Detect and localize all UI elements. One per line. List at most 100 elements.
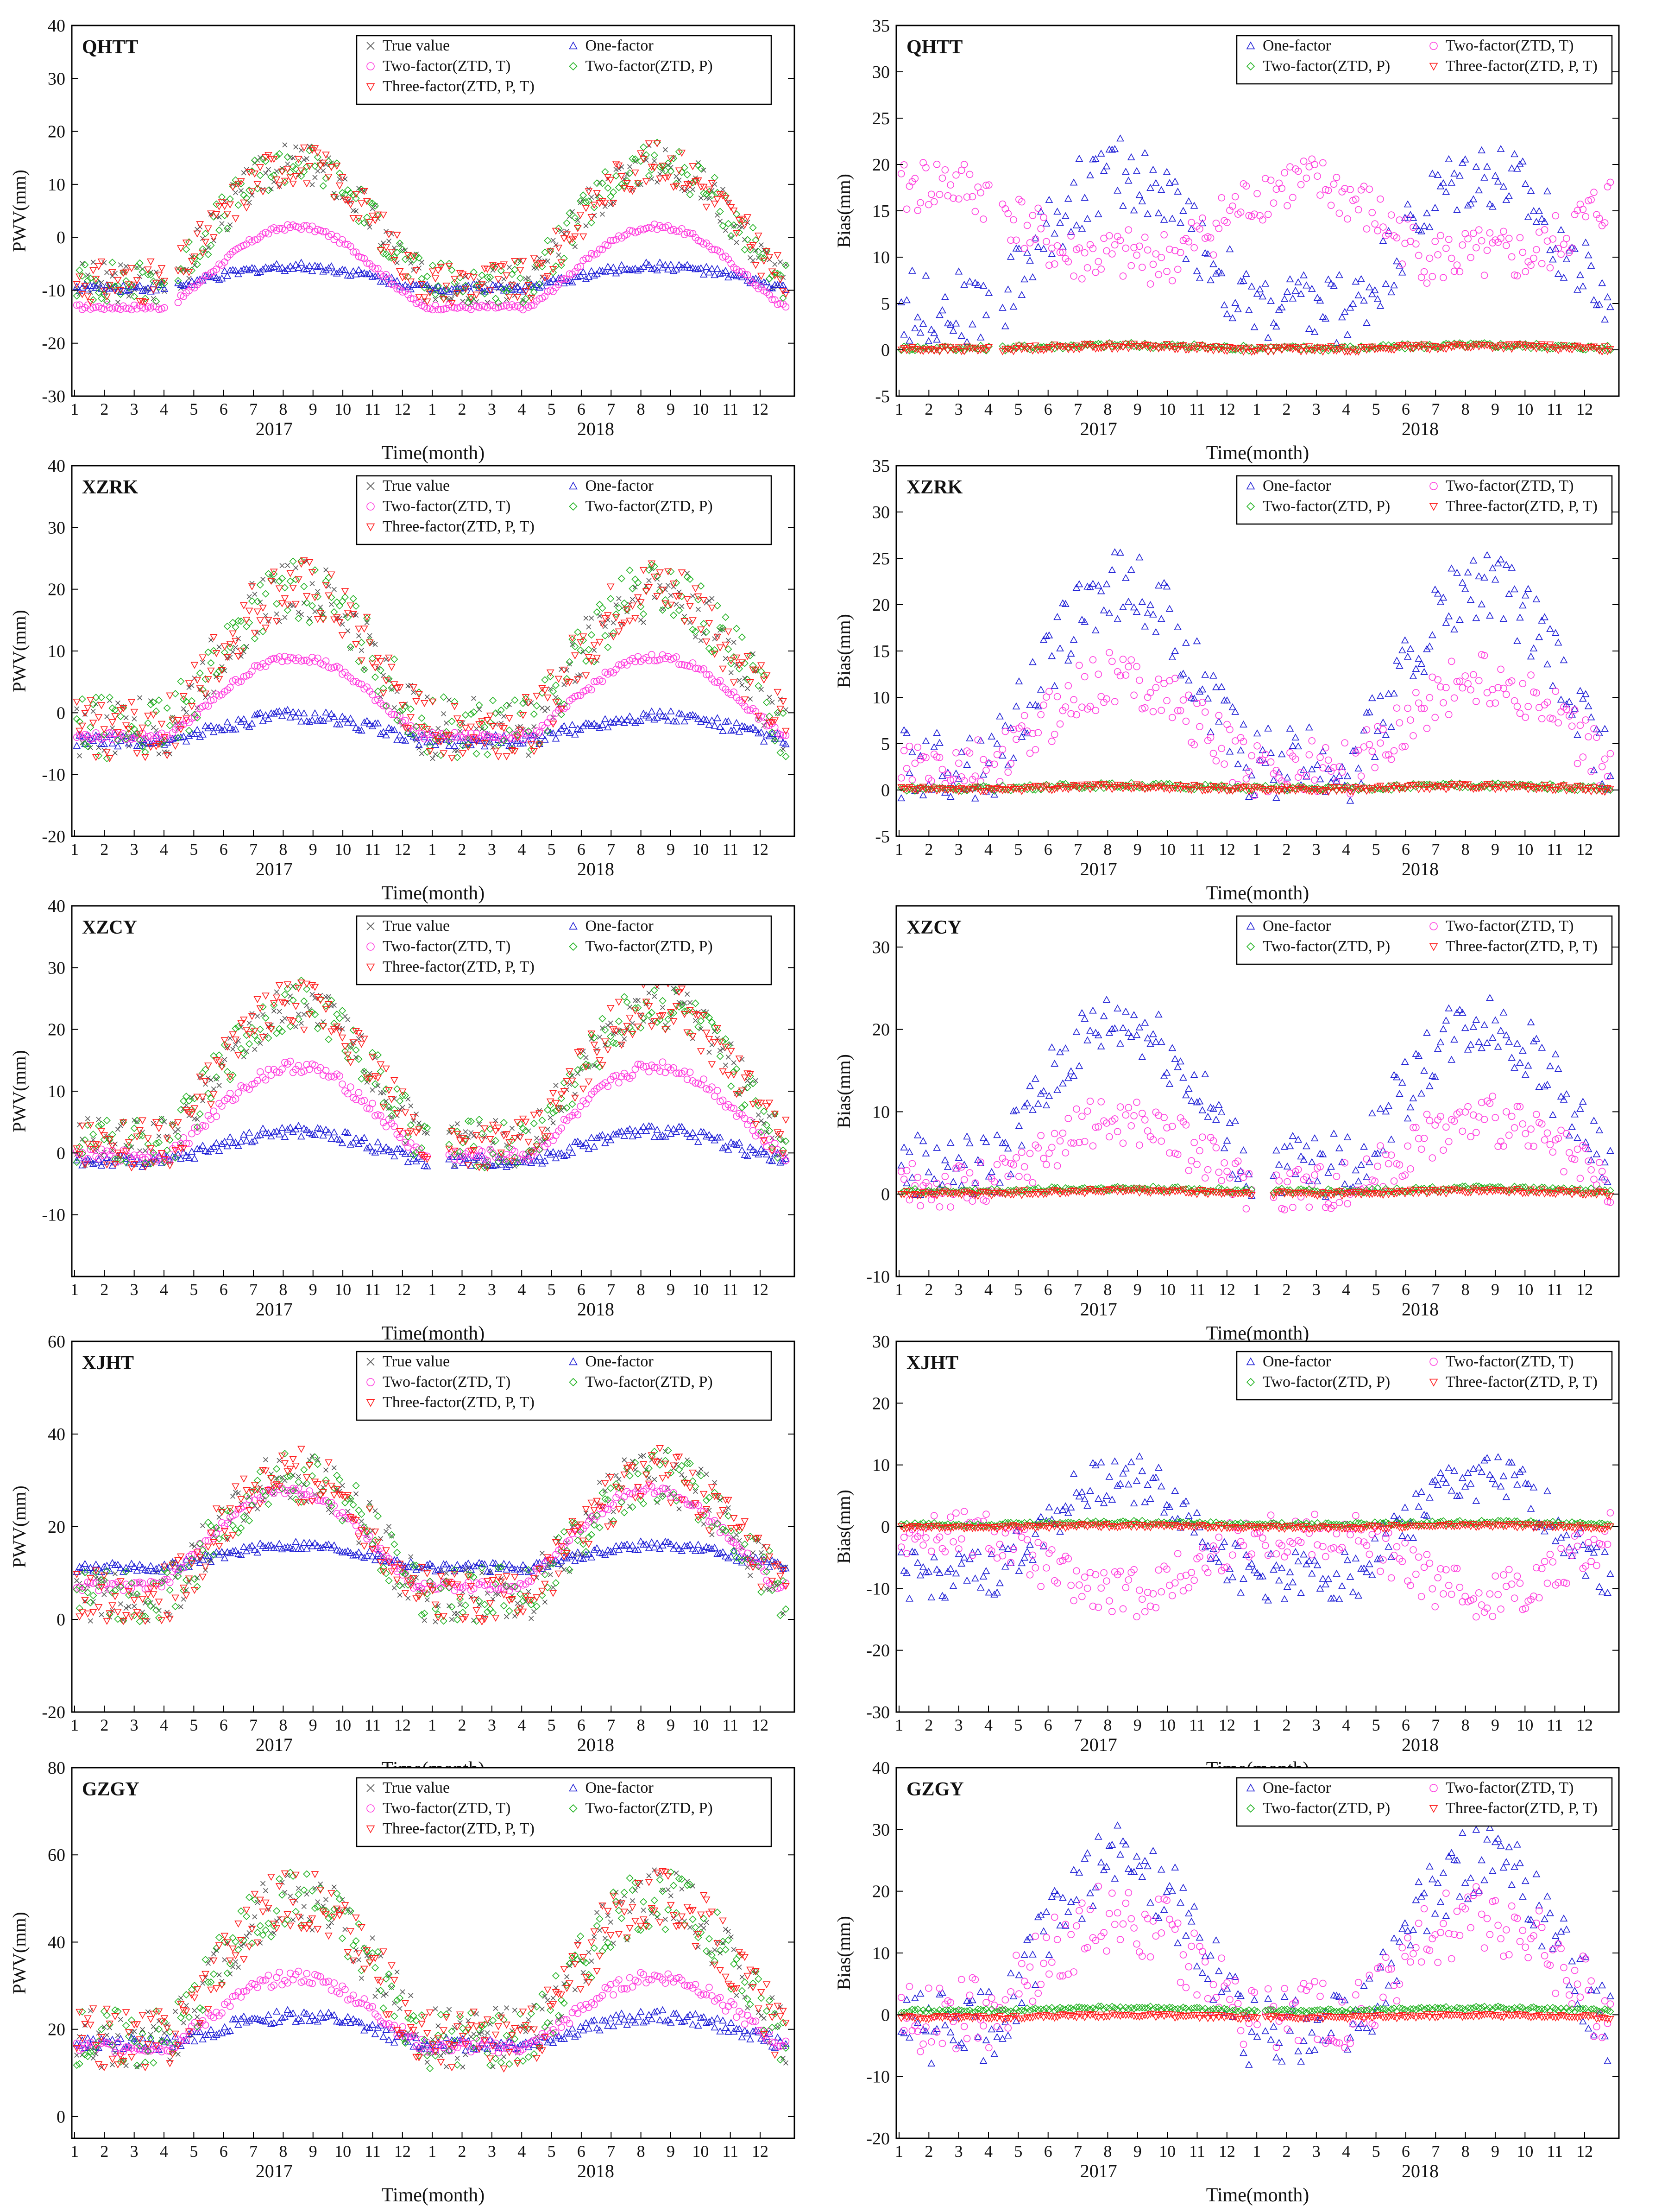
one-factor-point (1012, 702, 1020, 710)
two-factor-t-point (1450, 694, 1458, 702)
three-factor-point (1434, 346, 1442, 354)
two-factor-t-point (224, 686, 231, 694)
y-tick-label: -20 (42, 334, 65, 354)
one-factor-point (94, 733, 103, 740)
two-factor-p-point (604, 184, 612, 192)
one-factor-point (1478, 600, 1486, 607)
one-factor-point (1354, 764, 1363, 771)
two-factor-t-point (511, 730, 519, 738)
three-factor-point (689, 617, 697, 625)
true-value-point (304, 156, 309, 161)
true-value-point (260, 187, 266, 192)
three-factor-point (297, 167, 305, 175)
one-factor-point (543, 278, 552, 286)
true-value-point (526, 752, 531, 758)
three-factor-point (1124, 345, 1133, 353)
y-tick-label: 0 (57, 228, 65, 247)
true-value-point (712, 182, 718, 187)
three-factor-point (264, 152, 272, 159)
true-value-point (444, 720, 449, 726)
three-factor-point (1574, 783, 1581, 790)
one-factor-point (1179, 207, 1187, 214)
two-factor-p-point (675, 607, 683, 614)
two-factor-p-point (1231, 346, 1239, 354)
true-value-point (471, 695, 477, 701)
two-factor-p-point (464, 740, 472, 748)
one-factor-point (374, 719, 382, 727)
two-factor-p-point (722, 191, 730, 200)
two-factor-p-point (598, 179, 606, 187)
three-factor-point (491, 264, 500, 272)
true-value-point (485, 731, 490, 737)
one-factor-point (1456, 616, 1464, 623)
three-factor-point (1341, 786, 1349, 794)
three-factor-point (1505, 783, 1513, 791)
three-factor-point (226, 201, 234, 209)
three-factor-point (1499, 345, 1508, 353)
one-factor-point (1042, 219, 1051, 227)
one-factor-point (1256, 285, 1264, 292)
three-factor-point (212, 650, 220, 657)
one-factor-point (1127, 153, 1135, 160)
two-factor-t-point (1001, 727, 1009, 735)
one-factor-point (1387, 288, 1396, 296)
two-factor-p-point (237, 617, 245, 625)
two-factor-p-point (598, 604, 606, 612)
two-factor-t-point (341, 669, 349, 676)
three-factor-point (999, 348, 1007, 355)
two-factor-t-point (1007, 760, 1014, 767)
one-factor-point (1212, 269, 1220, 277)
one-factor-point (757, 728, 765, 736)
three-factor-point (1530, 784, 1538, 791)
one-factor-point (1488, 202, 1497, 210)
three-factor-point (218, 199, 226, 207)
one-factor-point (322, 266, 330, 273)
one-factor-point (1157, 186, 1165, 193)
two-factor-p-point (1125, 341, 1133, 349)
three-factor-point (199, 249, 207, 257)
three-factor-point (415, 691, 423, 698)
one-factor-point (762, 278, 771, 285)
three-factor-point (1217, 344, 1226, 351)
true-value-point (414, 737, 419, 743)
two-factor-p-point (283, 153, 291, 161)
two-factor-p-point (371, 673, 379, 681)
three-factor-point (423, 298, 431, 306)
true-value-point (252, 591, 258, 597)
one-factor-point (1053, 613, 1061, 620)
one-factor-point (708, 265, 716, 272)
two-factor-p-point (511, 265, 519, 274)
true-value-point (312, 609, 318, 614)
one-factor-point (152, 732, 160, 739)
one-factor-point (253, 710, 262, 717)
three-factor-point (409, 253, 418, 261)
one-factor-point (226, 266, 234, 274)
one-factor-point (1417, 659, 1426, 667)
true-value-point (195, 705, 200, 711)
one-factor-point (1196, 274, 1204, 282)
one-factor-point (1508, 563, 1516, 571)
one-factor-point (916, 329, 925, 336)
one-factor-point (672, 717, 680, 725)
one-factor-point (278, 263, 286, 271)
one-factor-point (664, 265, 672, 272)
three-factor-point (1568, 785, 1576, 793)
two-factor-t-point (1127, 262, 1135, 270)
two-factor-t-point (180, 293, 188, 300)
one-factor-point (305, 262, 314, 269)
one-factor-point (1382, 280, 1390, 287)
one-factor-point (114, 742, 122, 750)
x-tick-label: 10 (692, 400, 709, 418)
two-factor-p-point (642, 151, 650, 159)
two-factor-t-point (1587, 196, 1595, 203)
legend-label: One-factor (1263, 37, 1331, 54)
legend-label: One-factor (585, 477, 654, 494)
true-value-point (753, 247, 759, 253)
two-factor-t-point (1549, 715, 1557, 723)
three-factor-point (489, 723, 497, 730)
true-value-point (723, 228, 728, 233)
one-factor-point (412, 281, 420, 288)
one-factor-point (1546, 246, 1554, 253)
one-factor-point (601, 715, 609, 722)
two-factor-t-point (941, 166, 949, 174)
